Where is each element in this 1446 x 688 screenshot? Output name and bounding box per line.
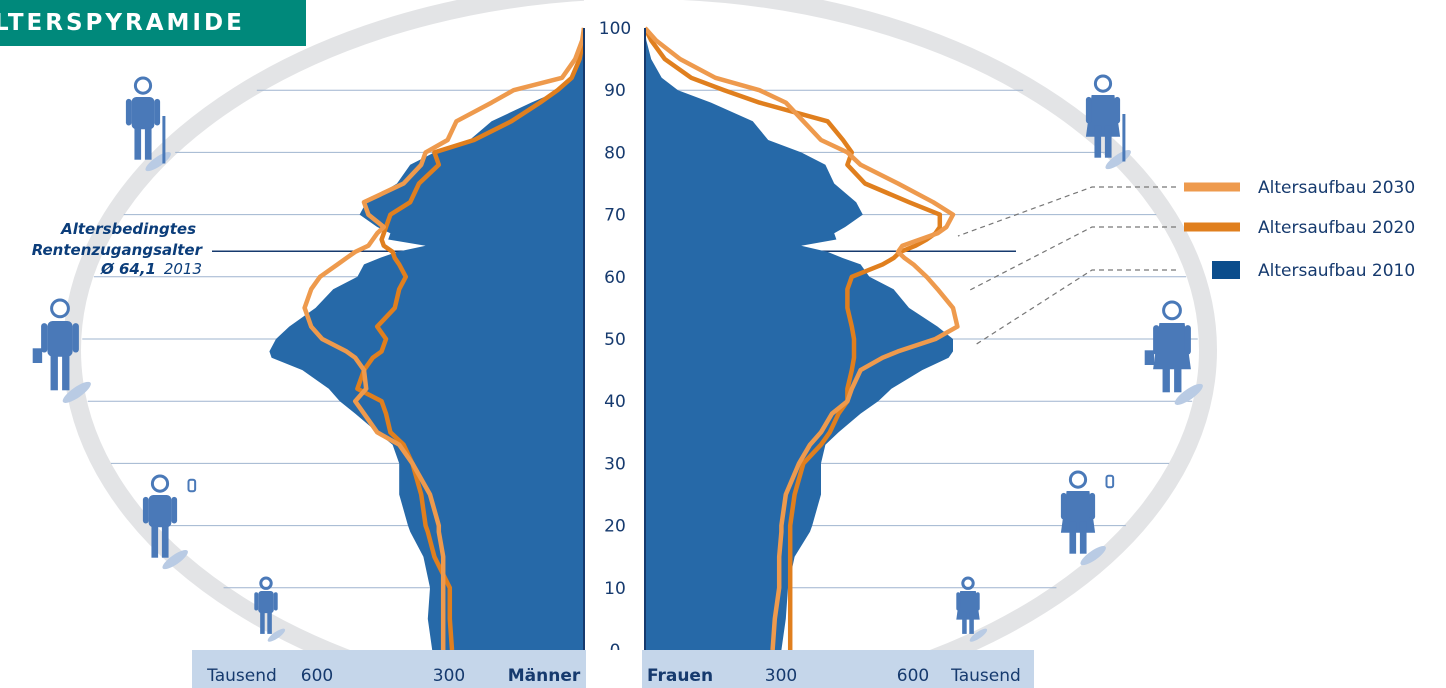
girl-toy-icon	[956, 576, 988, 642]
age-tick-10: 10	[604, 579, 626, 599]
data-series	[269, 26, 960, 651]
age-tick-50: 50	[604, 330, 626, 350]
x-unit-right: Tausend	[950, 666, 1021, 686]
x-unit-left: Tausend	[206, 666, 277, 686]
women-label: Frauen	[647, 666, 713, 686]
center-gap	[584, 0, 645, 650]
legend-swatch-1	[1184, 182, 1240, 192]
age-tick-80: 80	[604, 143, 626, 163]
legend-swatch-2	[1184, 222, 1240, 232]
men-2030-line	[302, 27, 587, 650]
page-title: LTERSPYRAMIDE	[0, 10, 245, 36]
age-tick-70: 70	[604, 206, 626, 226]
retirement-label-line2: Rentenzugangsalter	[32, 241, 204, 259]
retirement-year: 2013	[164, 260, 202, 278]
age-tick-30: 30	[604, 454, 626, 474]
women-2020-line	[642, 26, 943, 650]
legend-leader-3	[974, 269, 1176, 346]
age-tick-100: 100	[599, 19, 631, 39]
x-axis-labels: Tausend 600 300 Männer Frauen 300 600 Tausend	[206, 666, 1021, 686]
men-2020-line	[355, 27, 587, 651]
businessman-icon	[32, 298, 91, 403]
young-man-phone-icon	[142, 474, 197, 570]
age-axis: 0102030405060708090100	[583, 0, 646, 661]
women-2010-area	[645, 28, 953, 650]
boy-toy-icon	[254, 576, 286, 642]
age-tick-40: 40	[604, 392, 626, 412]
women-2030-line	[643, 26, 960, 651]
men-tick-300: 300	[433, 666, 465, 686]
age-tick-90: 90	[604, 81, 626, 101]
young-woman-phone-icon	[1060, 470, 1115, 566]
people-icons	[32, 74, 1203, 642]
women-tick-300: 300	[765, 666, 797, 686]
legend-label-1: Altersaufbau 2030	[1258, 178, 1415, 198]
men-2010-area	[269, 28, 584, 650]
legend-leader-2	[969, 226, 1176, 291]
retirement-label-line1: Altersbedingtes	[60, 220, 196, 238]
legend-label-2: Altersaufbau 2020	[1258, 218, 1415, 238]
legend-label-3: Altersaufbau 2010	[1258, 261, 1415, 281]
businesswoman-icon	[1144, 300, 1203, 405]
men-label: Männer	[508, 666, 581, 686]
retirement-value: Ø 64,1	[100, 260, 156, 278]
retirement-annotation: Altersbedingtes Rentenzugangsalter Ø 64,…	[32, 220, 204, 278]
legend-leader-1	[957, 186, 1176, 237]
legend-swatch-3	[1212, 261, 1240, 279]
page-title-banner: LTERSPYRAMIDE	[0, 0, 306, 46]
legend: Altersaufbau 2030 Altersaufbau 2020 Alters…	[957, 178, 1415, 346]
age-tick-60: 60	[604, 268, 626, 288]
women-tick-600: 600	[897, 666, 929, 686]
elderly-woman-icon	[1085, 74, 1131, 170]
x-axis-gap	[586, 650, 642, 688]
elderly-man-icon	[125, 76, 171, 172]
men-tick-600: 600	[301, 666, 333, 686]
age-tick-20: 20	[604, 517, 626, 537]
